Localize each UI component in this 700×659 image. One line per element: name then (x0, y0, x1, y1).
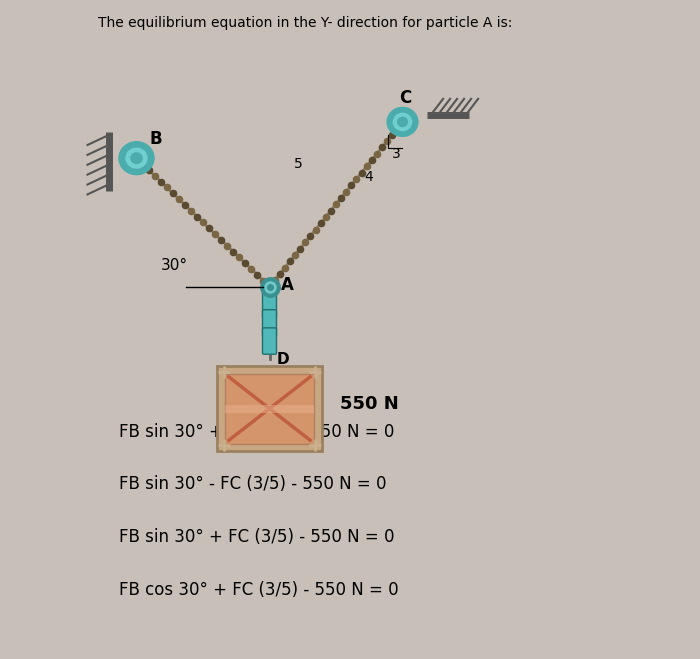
Text: A: A (281, 276, 294, 294)
Bar (225, 405, 314, 413)
Text: D: D (276, 353, 289, 368)
Text: C: C (399, 90, 411, 107)
FancyBboxPatch shape (262, 291, 276, 318)
Text: 4: 4 (364, 170, 372, 185)
Text: 3: 3 (392, 147, 400, 161)
Circle shape (393, 113, 412, 130)
Text: FB sin 30° + FC (4/5) - 550 N = 0: FB sin 30° + FC (4/5) - 550 N = 0 (119, 422, 394, 441)
Bar (217, 366, 322, 451)
Circle shape (126, 148, 147, 168)
Circle shape (387, 107, 418, 136)
Circle shape (131, 153, 142, 163)
Text: The equilibrium equation in the Y- direction for particle A is:: The equilibrium equation in the Y- direc… (98, 16, 512, 30)
Text: FB cos 30° + FC (3/5) - 550 N = 0: FB cos 30° + FC (3/5) - 550 N = 0 (119, 581, 398, 599)
Text: 30°: 30° (161, 258, 188, 273)
Bar (225, 374, 314, 444)
FancyBboxPatch shape (262, 310, 276, 336)
Text: FB sin 30° - FC (3/5) - 550 N = 0: FB sin 30° - FC (3/5) - 550 N = 0 (119, 475, 386, 494)
Text: B: B (149, 130, 162, 148)
FancyBboxPatch shape (262, 328, 276, 355)
Circle shape (119, 142, 154, 175)
Text: 550 N: 550 N (340, 395, 398, 413)
Text: FB sin 30° + FC (3/5) - 550 N = 0: FB sin 30° + FC (3/5) - 550 N = 0 (119, 528, 395, 546)
Circle shape (398, 117, 407, 127)
Text: 5: 5 (294, 157, 302, 171)
